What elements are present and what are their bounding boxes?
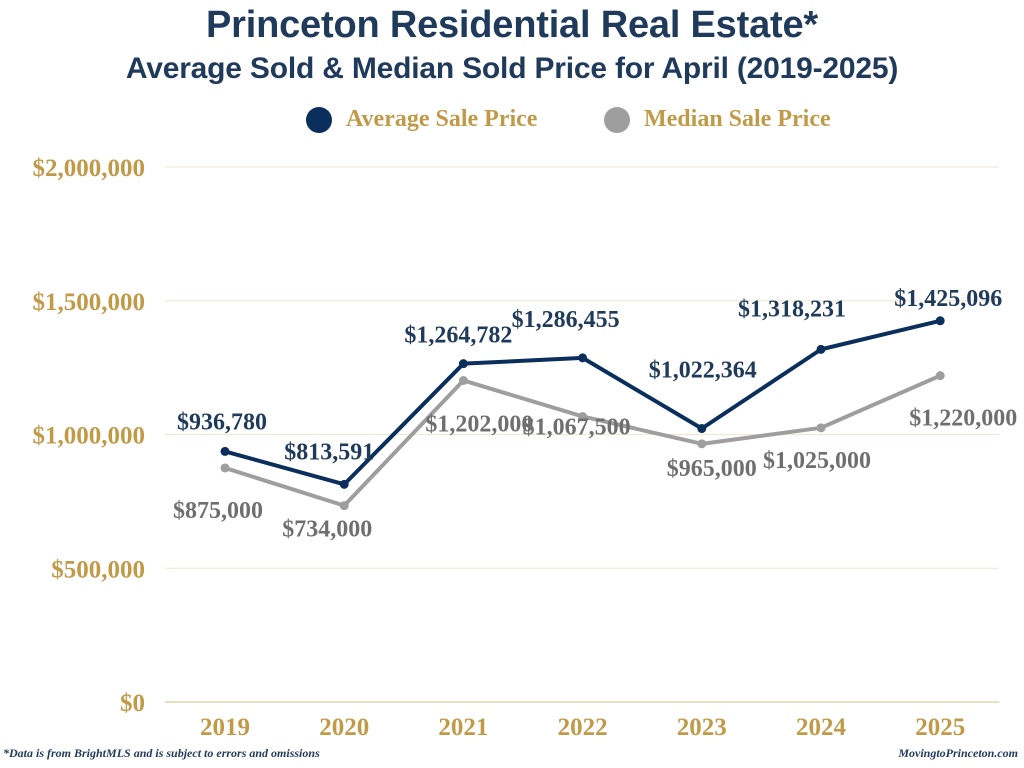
legend-label-median: Median Sale Price: [644, 106, 831, 132]
data-label-median: $734,000: [282, 517, 372, 543]
data-label-median: $1,025,000: [763, 448, 871, 474]
y-tick-label: $1,500,000: [33, 289, 146, 316]
data-label-median: $1,067,500: [523, 414, 631, 440]
data-point-median: [220, 463, 230, 473]
chart-title: Princeton Residential Real Estate*: [206, 4, 818, 46]
data-point-average: [458, 359, 468, 369]
source-credit: MovingtoPrinceton.com: [898, 746, 1018, 760]
x-tick-label: 2019: [200, 714, 250, 741]
data-label-average: $1,286,455: [512, 307, 620, 333]
chart-subtitle: Average Sold & Median Sold Price for Apr…: [125, 52, 899, 85]
data-point-average: [339, 479, 349, 489]
x-tick-label: 2022: [558, 714, 608, 741]
data-point-average: [697, 424, 707, 434]
legend: Average Sale Price Median Sale Price: [0, 103, 1024, 137]
x-tick-label: 2021: [438, 714, 488, 741]
data-disclaimer: *Data is from BrightMLS and is subject t…: [3, 746, 320, 760]
legend-item-average: Average Sale Price: [306, 106, 537, 133]
data-label-average: $1,425,096: [894, 286, 1002, 312]
data-label-average: $1,022,364: [649, 358, 757, 384]
y-tick-label: $2,000,000: [33, 155, 146, 182]
data-point-average: [816, 344, 826, 354]
legend-item-median: Median Sale Price: [604, 106, 831, 133]
data-label-median: $1,220,000: [909, 406, 1017, 432]
data-label-average: $813,591: [284, 439, 374, 465]
y-tick-label: $1,000,000: [33, 423, 146, 450]
x-tick-label: 2025: [915, 714, 965, 741]
x-tick-label: 2024: [796, 714, 847, 741]
data-point-median: [697, 439, 707, 449]
data-point-median: [935, 371, 945, 381]
x-tick-label: 2023: [677, 714, 727, 741]
data-label-median: $875,000: [173, 498, 263, 524]
data-label-median: $965,000: [667, 456, 757, 482]
y-tick-label: $0: [120, 690, 145, 717]
data-label-median: $1,202,000: [425, 411, 533, 437]
y-tick-label: $500,000: [51, 556, 145, 583]
legend-label-average: Average Sale Price: [346, 106, 538, 132]
data-point-median: [458, 375, 468, 385]
legend-marker-average: [306, 106, 332, 133]
data-label-average: $1,318,231: [738, 296, 846, 322]
legend-marker-median: [604, 106, 630, 133]
data-point-average: [935, 316, 945, 326]
data-point-average: [220, 446, 230, 456]
data-label-average: $1,264,782: [404, 323, 512, 349]
data-point-median: [339, 501, 349, 511]
data-label-average: $936,780: [177, 409, 267, 435]
data-point-median: [578, 411, 588, 421]
data-point-median: [816, 423, 826, 433]
x-tick-label: 2020: [319, 714, 369, 741]
data-point-average: [578, 353, 588, 363]
